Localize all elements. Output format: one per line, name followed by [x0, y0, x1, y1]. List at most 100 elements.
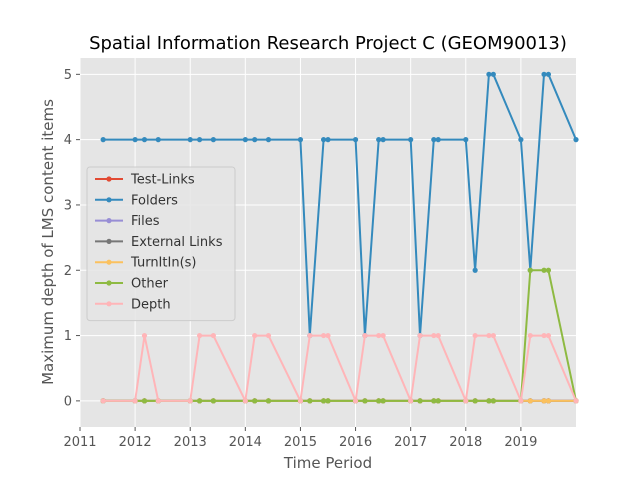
y-tick-label: 0 — [64, 394, 72, 409]
x-tick-label: 2013 — [174, 435, 207, 450]
legend-swatch-marker — [106, 218, 112, 224]
y-tick-label: 4 — [64, 133, 72, 148]
data-point-depth — [141, 332, 148, 339]
legend-item: Folders — [95, 193, 178, 208]
data-point-folders — [490, 71, 496, 77]
data-point-other — [527, 267, 533, 273]
legend-swatch-marker — [106, 259, 112, 265]
data-point-other — [431, 398, 437, 404]
data-point-depth — [297, 398, 304, 404]
data-point-other — [265, 398, 272, 404]
legend-item: TurnItIn(s) — [95, 256, 196, 271]
data-point-folders — [132, 137, 138, 143]
legend-item: Depth — [95, 297, 171, 312]
legend-item: External Links — [95, 235, 223, 250]
data-point-depth — [352, 398, 359, 404]
data-point-folders — [541, 71, 547, 77]
legend-label: Other — [131, 277, 169, 292]
data-point-depth — [187, 398, 193, 404]
data-point-folders — [380, 137, 386, 143]
data-point-other — [141, 398, 148, 404]
x-tick-label: 2016 — [339, 435, 372, 450]
data-point-depth — [376, 332, 382, 339]
data-point-depth — [573, 398, 579, 404]
data-point-depth — [486, 332, 492, 339]
data-point-depth — [252, 332, 258, 339]
data-point-folders — [431, 137, 437, 143]
y-axis-ticks: 0 1 2 3 4 5 — [64, 68, 80, 409]
data-point-other — [486, 398, 492, 404]
data-point-folders — [435, 137, 441, 143]
data-point-folders — [376, 137, 382, 143]
data-point-folders — [472, 267, 478, 273]
data-point-other — [541, 267, 547, 273]
data-point-depth — [132, 398, 138, 404]
data-point-folders — [486, 71, 492, 77]
data-point-depth — [518, 398, 524, 404]
legend-box — [86, 166, 236, 322]
data-point-depth — [155, 398, 161, 404]
legend-swatch-marker — [106, 197, 112, 203]
data-point-folders — [155, 137, 161, 143]
data-point-depth — [265, 332, 272, 339]
data-point-turnitin-s — [545, 398, 552, 404]
data-point-folders — [265, 137, 272, 143]
chart-title: Spatial Information Research Project C (… — [89, 33, 567, 54]
data-point-depth — [472, 332, 478, 339]
data-point-folders — [297, 137, 304, 143]
data-point-depth — [362, 332, 368, 339]
data-point-depth — [408, 398, 414, 404]
data-point-other — [417, 398, 423, 404]
data-point-depth — [541, 332, 547, 339]
data-point-other — [307, 398, 313, 404]
y-tick-label: 2 — [64, 264, 72, 279]
x-tick-label: 2019 — [504, 435, 537, 450]
series-other — [100, 267, 579, 404]
data-point-folders — [463, 137, 469, 143]
data-point-other — [380, 398, 386, 404]
data-point-folders — [141, 137, 148, 143]
legend-label: Depth — [131, 297, 171, 312]
legend-item: Test-Links — [95, 173, 195, 188]
data-point-depth — [242, 398, 248, 404]
x-tick-label: 2018 — [449, 435, 482, 450]
data-point-folders — [320, 137, 327, 143]
x-axis-ticks: 2011 2012 2013 2014 2015 2016 2017 2018 2019 — [63, 427, 537, 450]
data-point-other — [545, 267, 552, 273]
data-point-depth — [100, 398, 106, 404]
series-depth — [100, 332, 579, 404]
legend-item: Files — [95, 214, 160, 229]
legend-swatch-marker — [106, 301, 112, 307]
legend-swatch-marker — [106, 238, 112, 244]
data-point-other — [325, 398, 331, 404]
y-axis-label: Maximum depth of LMS content items — [39, 99, 57, 385]
x-tick-label: 2014 — [229, 435, 262, 450]
x-tick-label: 2017 — [394, 435, 427, 450]
data-point-other — [252, 398, 258, 404]
data-point-depth — [417, 332, 423, 339]
data-point-other — [490, 398, 496, 404]
data-point-depth — [490, 332, 496, 339]
data-point-depth — [320, 332, 327, 339]
data-point-depth — [307, 332, 313, 339]
legend-swatch-marker — [106, 280, 112, 286]
data-point-depth — [435, 332, 441, 339]
data-point-folders — [196, 137, 203, 143]
data-point-depth — [431, 332, 437, 339]
data-point-folders — [352, 137, 359, 143]
x-tick-label: 2015 — [284, 435, 317, 450]
legend-label: External Links — [131, 235, 223, 250]
data-point-other — [210, 398, 216, 404]
data-point-other — [435, 398, 441, 404]
legend-label: Files — [131, 214, 160, 229]
data-point-other — [320, 398, 327, 404]
data-point-folders — [325, 137, 331, 143]
x-tick-label: 2011 — [63, 435, 96, 450]
series-layer — [100, 71, 579, 404]
data-point-depth — [196, 332, 203, 339]
data-point-depth — [210, 332, 216, 339]
data-point-other — [196, 398, 203, 404]
data-point-depth — [463, 398, 469, 404]
data-point-folders — [252, 137, 258, 143]
